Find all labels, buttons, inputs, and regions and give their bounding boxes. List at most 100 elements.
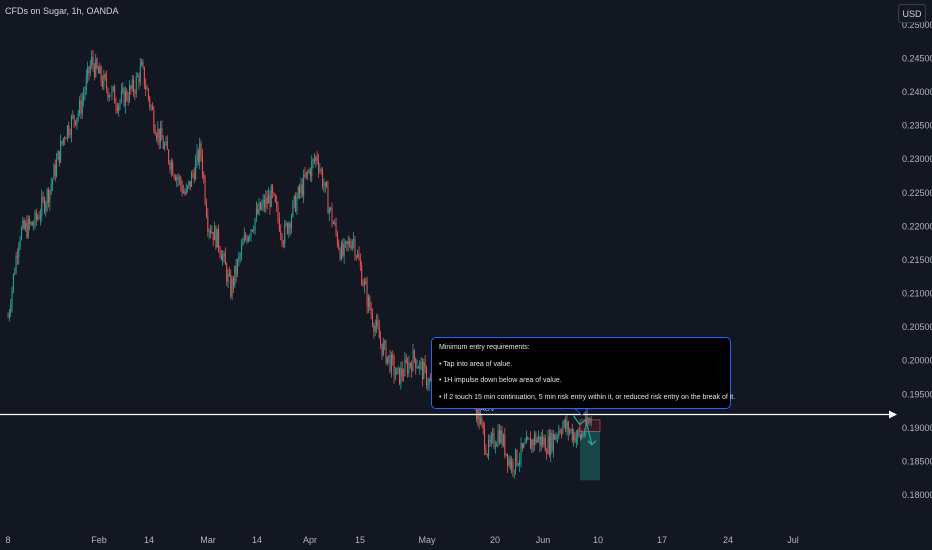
candle-body xyxy=(415,358,417,368)
candle-body xyxy=(386,356,388,364)
candle-body xyxy=(330,207,332,209)
candle-body xyxy=(542,436,544,445)
candle-body xyxy=(481,417,483,423)
y-tick-label: 0.24500 xyxy=(902,53,932,63)
candle-body xyxy=(536,439,538,443)
candle-body xyxy=(490,436,492,443)
projection-zone xyxy=(580,431,600,481)
candle-body xyxy=(508,458,510,466)
candle-body xyxy=(189,180,191,187)
candle-body xyxy=(407,362,409,374)
x-tick-label: Jul xyxy=(787,535,799,545)
candle-body xyxy=(14,272,16,274)
candle-body xyxy=(104,74,106,78)
candle-body xyxy=(62,138,64,144)
candle-body xyxy=(75,120,76,125)
candle-body xyxy=(70,116,72,135)
candle-body xyxy=(571,429,573,441)
candle-body xyxy=(534,434,535,446)
candle-body xyxy=(215,226,217,248)
candle-body xyxy=(430,379,432,381)
candle-body xyxy=(183,191,184,193)
candle-body xyxy=(45,204,47,212)
candle-body xyxy=(85,76,87,91)
candle-body xyxy=(320,169,322,171)
candle-body xyxy=(562,425,564,433)
candle-body xyxy=(64,138,66,140)
candle-body xyxy=(585,417,587,433)
candle-body xyxy=(358,253,360,260)
candle-body xyxy=(138,75,140,83)
candle-body xyxy=(509,458,511,469)
candle-body xyxy=(304,174,306,177)
candle-body xyxy=(95,58,97,77)
candle-body xyxy=(427,384,429,386)
candle-body xyxy=(139,65,141,83)
candle-body xyxy=(404,359,406,376)
candle-body xyxy=(567,421,569,433)
candle-body xyxy=(498,430,500,443)
candle-body xyxy=(351,240,353,249)
candle-body xyxy=(569,430,571,433)
candle-body xyxy=(258,202,260,214)
x-tick-label: Apr xyxy=(303,535,317,545)
candle-body xyxy=(378,327,380,339)
candle-body xyxy=(7,317,9,318)
candle-body xyxy=(29,218,31,225)
candle-body xyxy=(145,86,147,90)
candle-body xyxy=(108,95,110,98)
candle-body xyxy=(512,461,514,472)
candle-body xyxy=(22,220,24,228)
candle-body xyxy=(270,186,272,207)
candle-body xyxy=(61,141,63,144)
x-tick-label: Jun xyxy=(536,535,551,545)
candle-body xyxy=(312,159,314,162)
x-axis: 8 Feb 14 Mar 14 Apr 15 May 20 Jun 10 17 24 Jul xyxy=(5,535,798,545)
candle-body xyxy=(201,155,203,174)
x-tick-label: 14 xyxy=(144,535,154,545)
candle-body xyxy=(556,435,558,437)
candle-body xyxy=(411,365,413,372)
candle-body xyxy=(278,218,280,231)
candle-body xyxy=(350,245,352,249)
candle-body xyxy=(563,420,565,426)
candle-body xyxy=(419,362,421,369)
candle-body xyxy=(374,326,376,332)
candle-body xyxy=(349,241,351,246)
candle-body xyxy=(523,443,525,448)
candle-body xyxy=(381,343,383,356)
candle-body xyxy=(69,134,71,136)
candle-body xyxy=(357,253,359,257)
candle-body xyxy=(180,177,182,186)
candle-body xyxy=(588,421,589,424)
candle-body xyxy=(520,443,522,460)
y-tick-label: 0.25000 xyxy=(902,20,932,30)
candle-body xyxy=(551,432,553,451)
candle-body xyxy=(246,237,248,242)
candle-body xyxy=(214,226,216,241)
candle-body xyxy=(68,125,70,135)
entry-requirements-note[interactable]: Minimum entry requirements: • Tap into a… xyxy=(431,337,735,409)
candle-body xyxy=(309,169,311,177)
candle-body xyxy=(150,106,152,108)
candle-body xyxy=(342,244,344,256)
candle-body xyxy=(103,74,105,88)
candle-body xyxy=(153,109,155,130)
candle-body xyxy=(478,407,480,425)
candle-body xyxy=(158,128,160,143)
candle-body xyxy=(289,223,291,229)
candle-body xyxy=(570,429,572,431)
candle-body xyxy=(501,430,503,446)
currency-button[interactable]: USD xyxy=(898,4,926,23)
candle-body xyxy=(58,151,60,163)
candle-body xyxy=(8,312,10,318)
candle-body xyxy=(87,66,89,77)
y-tick-label: 0.19500 xyxy=(902,389,932,399)
candle-body xyxy=(548,436,550,455)
candle-body xyxy=(178,177,180,180)
candle-body xyxy=(589,421,591,423)
candle-body xyxy=(43,198,45,212)
candle-body xyxy=(161,127,163,141)
candle-body xyxy=(370,309,372,315)
